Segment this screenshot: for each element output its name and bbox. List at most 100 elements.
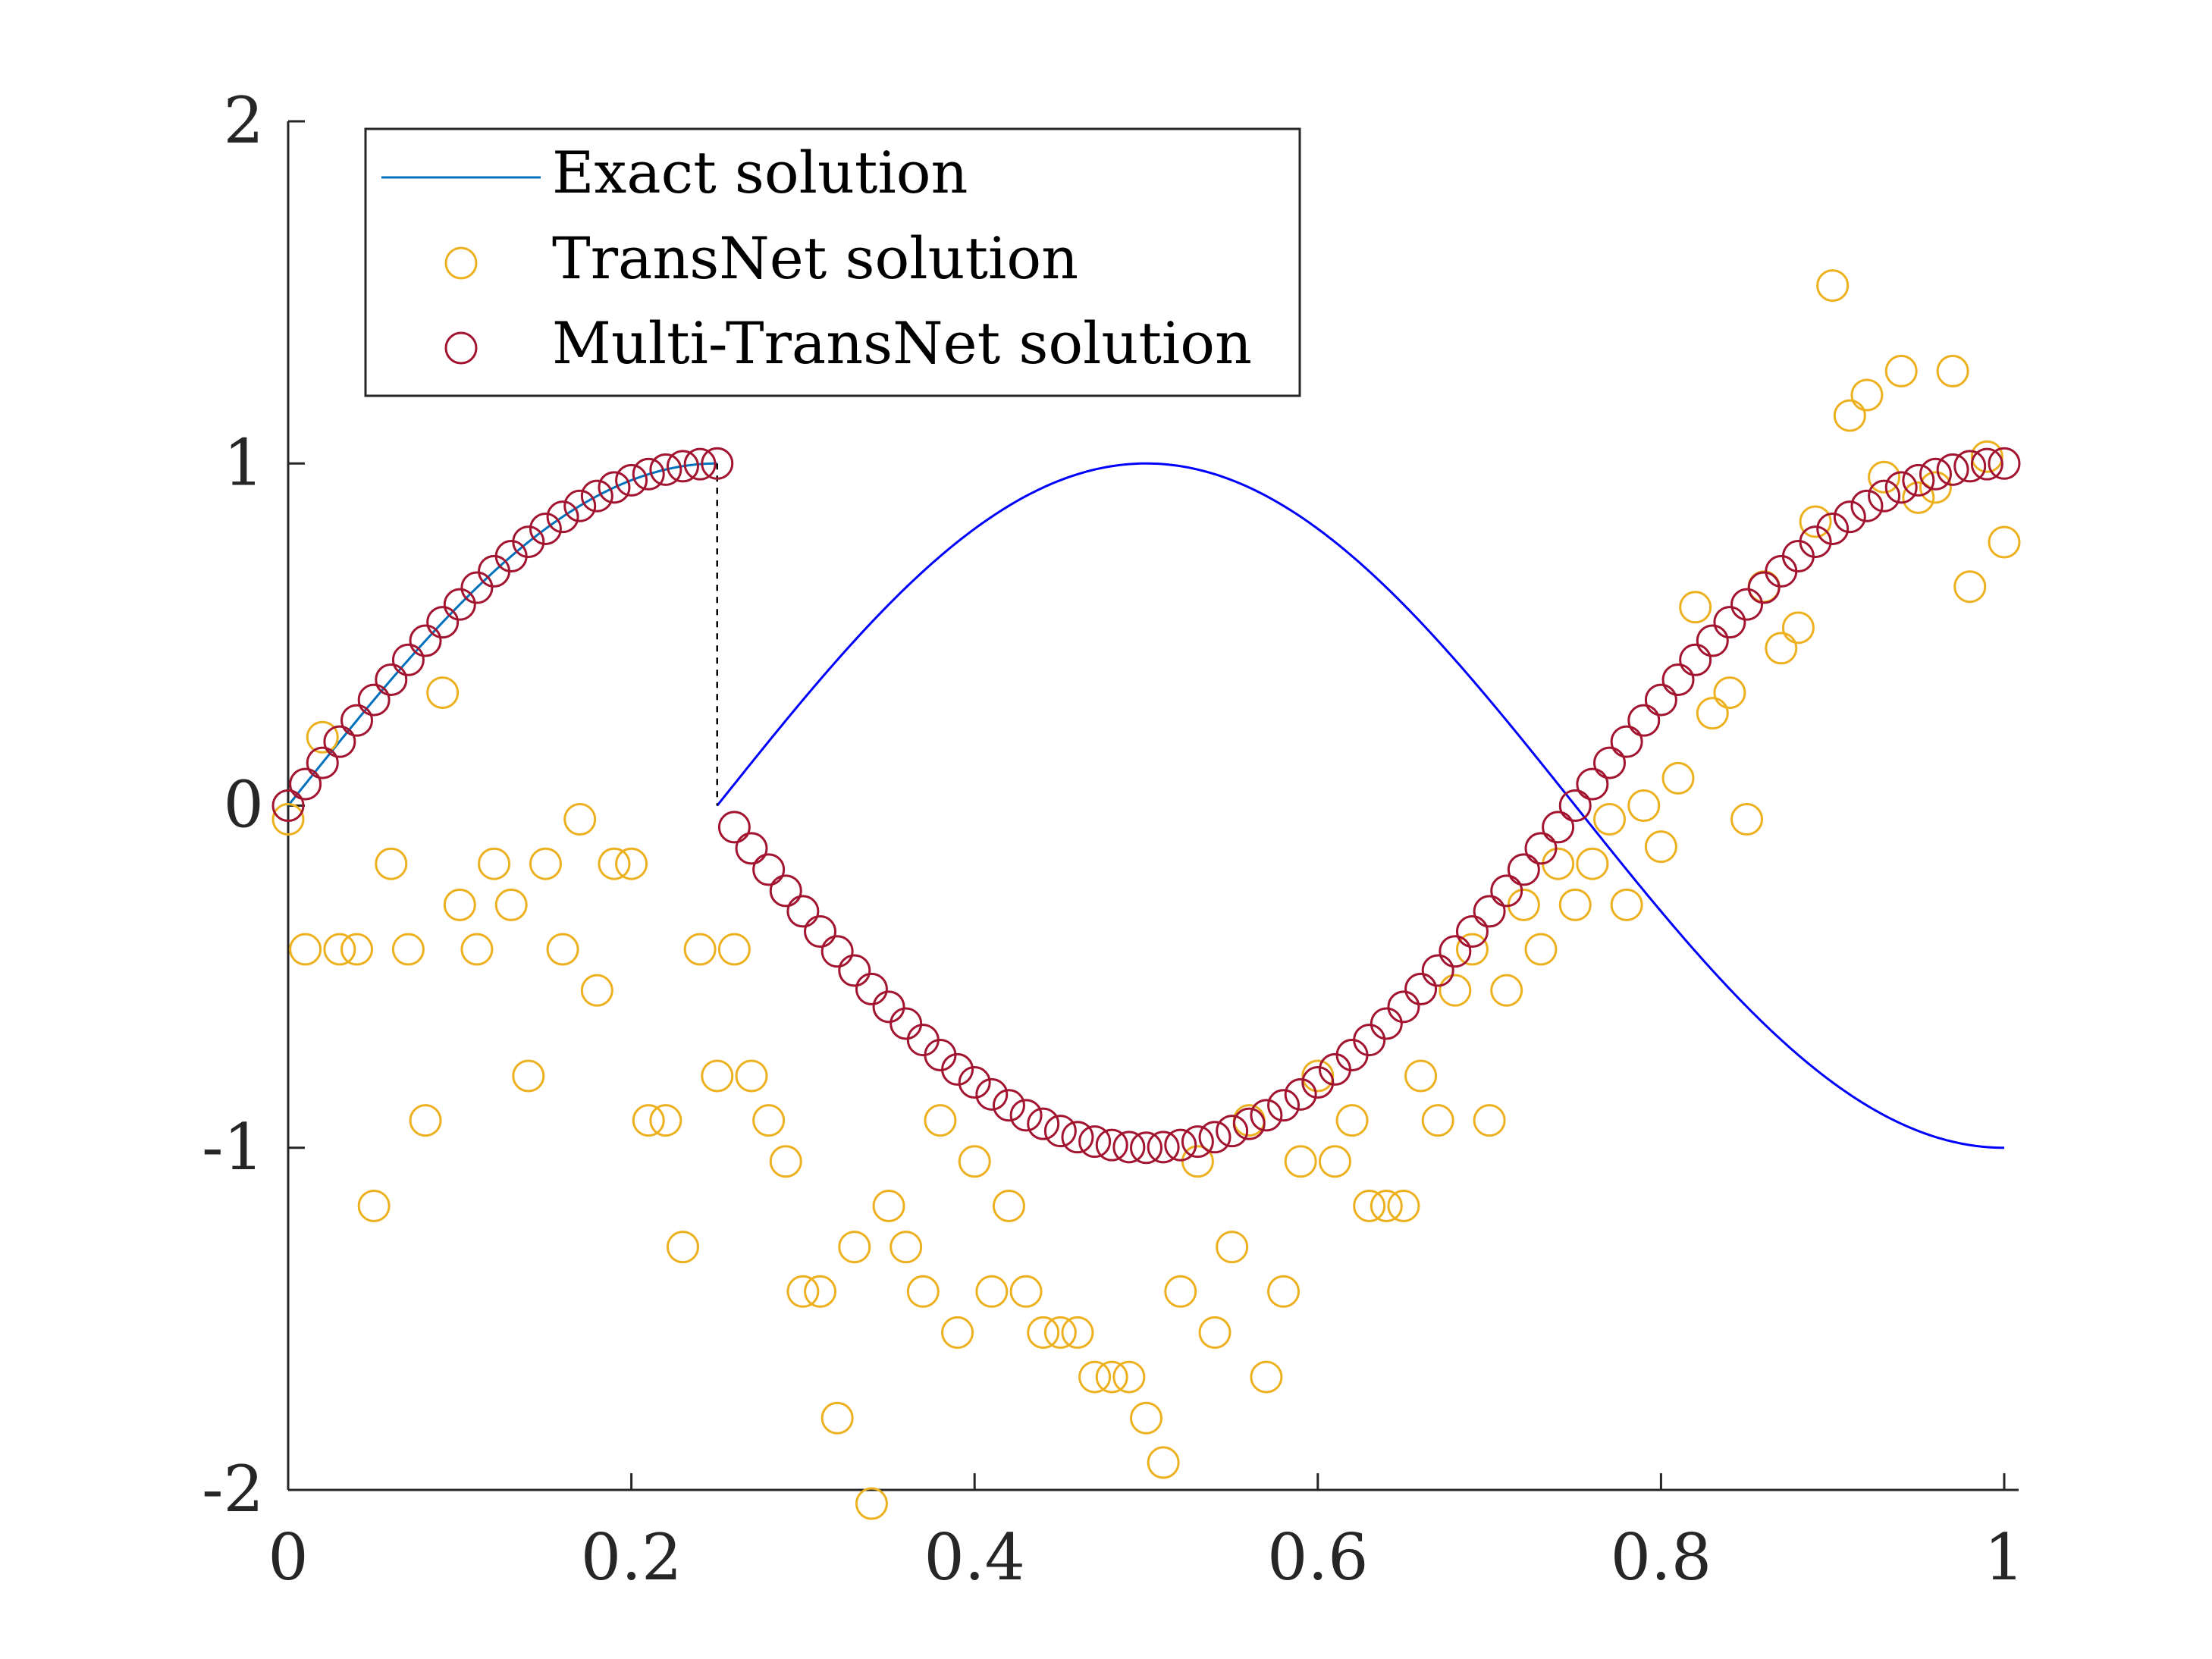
legend-transnet-marker-icon xyxy=(444,246,478,280)
multi-transnet-point xyxy=(1009,1099,1043,1132)
transnet-point xyxy=(701,1059,734,1093)
multi-transnet-point xyxy=(1627,704,1661,737)
multi-transnet-point xyxy=(1765,554,1798,588)
x-ticks: 0 0.2 0.4 0.6 0.8 1 xyxy=(268,1473,2025,1595)
transnet-point xyxy=(820,1401,854,1435)
transnet-series xyxy=(271,269,2021,1520)
multi-transnet-point xyxy=(1661,663,1695,696)
transnet-point xyxy=(1112,1360,1146,1394)
transnet-point xyxy=(1576,847,1609,880)
multi-transnet-point xyxy=(1216,1115,1249,1148)
transnet-point xyxy=(1404,1059,1438,1093)
transnet-point xyxy=(340,933,374,966)
y-tick-label: 0 xyxy=(224,768,264,842)
transnet-point xyxy=(1078,1360,1112,1394)
transnet-point xyxy=(1730,803,1764,836)
transnet-point xyxy=(1661,761,1695,795)
multi-transnet-point xyxy=(1387,990,1420,1024)
transnet-point xyxy=(598,847,631,880)
multi-transnet-point xyxy=(975,1077,1009,1111)
transnet-point xyxy=(1490,974,1523,1007)
multi-transnet-point xyxy=(1799,525,1832,559)
transnet-point xyxy=(1970,440,2003,473)
multi-transnet-point xyxy=(1576,767,1609,801)
transnet-point xyxy=(1902,481,1935,514)
transnet-point xyxy=(1250,1360,1283,1394)
transnet-point xyxy=(460,933,494,966)
y-tick-label: -2 xyxy=(202,1452,264,1526)
transnet-point xyxy=(1284,1145,1317,1178)
transnet-point xyxy=(1061,1316,1094,1349)
multi-transnet-point xyxy=(752,853,786,886)
transnet-point xyxy=(1644,830,1677,864)
multi-transnet-point xyxy=(890,1007,923,1040)
transnet-point xyxy=(1781,611,1815,644)
transnet-point xyxy=(1593,803,1627,836)
multi-transnet-point xyxy=(1404,972,1438,1005)
transnet-point xyxy=(1387,1189,1420,1222)
multi-transnet-point xyxy=(649,453,682,486)
transnet-point xyxy=(1439,974,1472,1007)
multi-transnet-point xyxy=(838,954,871,987)
multi-transnet-point xyxy=(615,463,648,497)
transnet-point xyxy=(649,1104,682,1137)
multi-transnet-point xyxy=(391,643,425,676)
transnet-point xyxy=(426,676,460,710)
transnet-point xyxy=(1850,378,1884,412)
transnet-point xyxy=(906,1275,940,1308)
multi-transnet-point xyxy=(804,915,837,949)
x-tick-label: 1 xyxy=(1984,1520,2024,1595)
multi-transnet-point xyxy=(289,767,322,801)
transnet-point xyxy=(992,1189,1025,1222)
multi-transnet-point xyxy=(1164,1128,1197,1162)
transnet-point xyxy=(512,1059,545,1093)
transnet-point xyxy=(1799,505,1832,538)
multi-transnet-point xyxy=(1953,450,1987,483)
transnet-point xyxy=(563,803,597,836)
legend: Exact solution TransNet solution Multi-T… xyxy=(364,127,1301,397)
multi-transnet-point xyxy=(1353,1024,1386,1057)
multi-transnet-point xyxy=(1679,643,1712,676)
multi-transnet-point xyxy=(769,874,802,908)
transnet-point xyxy=(1610,888,1643,921)
multi-transnet-point xyxy=(306,746,339,779)
transnet-point xyxy=(855,1487,888,1520)
multi-transnet-point xyxy=(1421,954,1454,987)
multi-transnet-series xyxy=(271,447,2021,1165)
legend-multi-transnet-marker-icon xyxy=(444,331,478,365)
transnet-point xyxy=(1936,354,1969,387)
multi-transnet-point xyxy=(1558,789,1592,822)
transnet-point xyxy=(1455,933,1489,966)
multi-transnet-point xyxy=(1593,746,1627,779)
multi-transnet-point xyxy=(717,811,751,844)
multi-transnet-point xyxy=(1147,1131,1180,1164)
transnet-point xyxy=(890,1231,923,1264)
transnet-point xyxy=(941,1316,974,1349)
multi-transnet-point xyxy=(1181,1125,1214,1159)
transnet-point xyxy=(1421,1104,1454,1137)
multi-transnet-point xyxy=(1095,1128,1128,1162)
multi-transnet-point xyxy=(340,704,374,737)
transnet-point xyxy=(1130,1401,1162,1435)
y-tick-label: 2 xyxy=(224,83,264,158)
multi-transnet-point xyxy=(598,471,631,504)
multi-transnet-point xyxy=(546,500,579,534)
legend-exact-label: Exact solution xyxy=(552,139,968,206)
transnet-point xyxy=(683,933,717,966)
transnet-point xyxy=(494,888,528,921)
multi-transnet-point xyxy=(460,571,494,604)
x-tick-label: 0 xyxy=(268,1520,308,1595)
transnet-point xyxy=(357,1189,391,1222)
transnet-point xyxy=(1095,1360,1128,1394)
multi-transnet-point xyxy=(1473,895,1506,928)
multi-transnet-point xyxy=(512,525,545,559)
plot-area: 0 0.2 0.4 0.6 0.8 1 -2 -1 0 1 2 xyxy=(202,83,2025,1595)
multi-transnet-point xyxy=(1061,1121,1094,1154)
transnet-point xyxy=(924,1104,957,1137)
multi-transnet-point xyxy=(1936,453,1969,486)
multi-transnet-point xyxy=(323,725,356,758)
transnet-point xyxy=(529,847,562,880)
multi-transnet-point xyxy=(563,489,597,522)
exact-solution-line-right xyxy=(716,462,2005,1149)
